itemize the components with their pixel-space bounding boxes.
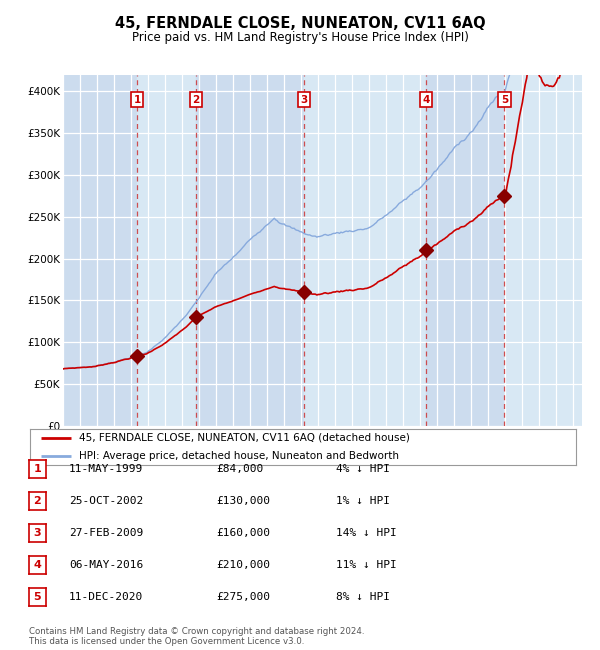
Text: 11% ↓ HPI: 11% ↓ HPI — [336, 560, 397, 570]
Text: This data is licensed under the Open Government Licence v3.0.: This data is licensed under the Open Gov… — [29, 637, 304, 646]
Text: £84,000: £84,000 — [216, 464, 263, 474]
Text: 45, FERNDALE CLOSE, NUNEATON, CV11 6AQ (detached house): 45, FERNDALE CLOSE, NUNEATON, CV11 6AQ (… — [79, 433, 410, 443]
Text: £160,000: £160,000 — [216, 528, 270, 538]
Text: 5: 5 — [501, 95, 508, 105]
Text: 5: 5 — [34, 592, 41, 602]
Text: 2: 2 — [34, 496, 41, 506]
Bar — [137, 75, 196, 426]
Text: 25-OCT-2002: 25-OCT-2002 — [69, 496, 143, 506]
Text: 45, FERNDALE CLOSE, NUNEATON, CV11 6AQ: 45, FERNDALE CLOSE, NUNEATON, CV11 6AQ — [115, 16, 485, 31]
Text: 2: 2 — [192, 95, 200, 105]
Text: £275,000: £275,000 — [216, 592, 270, 602]
Text: £130,000: £130,000 — [216, 496, 270, 506]
Text: Contains HM Land Registry data © Crown copyright and database right 2024.: Contains HM Land Registry data © Crown c… — [29, 627, 364, 636]
Text: 4: 4 — [422, 95, 430, 105]
Bar — [196, 75, 304, 426]
Text: 3: 3 — [34, 528, 41, 538]
Text: 14% ↓ HPI: 14% ↓ HPI — [336, 528, 397, 538]
Text: 11-MAY-1999: 11-MAY-1999 — [69, 464, 143, 474]
Text: 1: 1 — [34, 464, 41, 474]
Text: 27-FEB-2009: 27-FEB-2009 — [69, 528, 143, 538]
Bar — [426, 75, 505, 426]
Bar — [304, 75, 426, 426]
Text: 1: 1 — [134, 95, 141, 105]
Bar — [505, 75, 582, 426]
Text: Price paid vs. HM Land Registry's House Price Index (HPI): Price paid vs. HM Land Registry's House … — [131, 31, 469, 44]
Text: HPI: Average price, detached house, Nuneaton and Bedworth: HPI: Average price, detached house, Nune… — [79, 451, 399, 461]
Text: 3: 3 — [301, 95, 308, 105]
Text: £210,000: £210,000 — [216, 560, 270, 570]
Text: 06-MAY-2016: 06-MAY-2016 — [69, 560, 143, 570]
Text: 4% ↓ HPI: 4% ↓ HPI — [336, 464, 390, 474]
Bar — [63, 75, 137, 426]
Text: 4: 4 — [33, 560, 41, 570]
Text: 1% ↓ HPI: 1% ↓ HPI — [336, 496, 390, 506]
Text: 11-DEC-2020: 11-DEC-2020 — [69, 592, 143, 602]
Text: 8% ↓ HPI: 8% ↓ HPI — [336, 592, 390, 602]
